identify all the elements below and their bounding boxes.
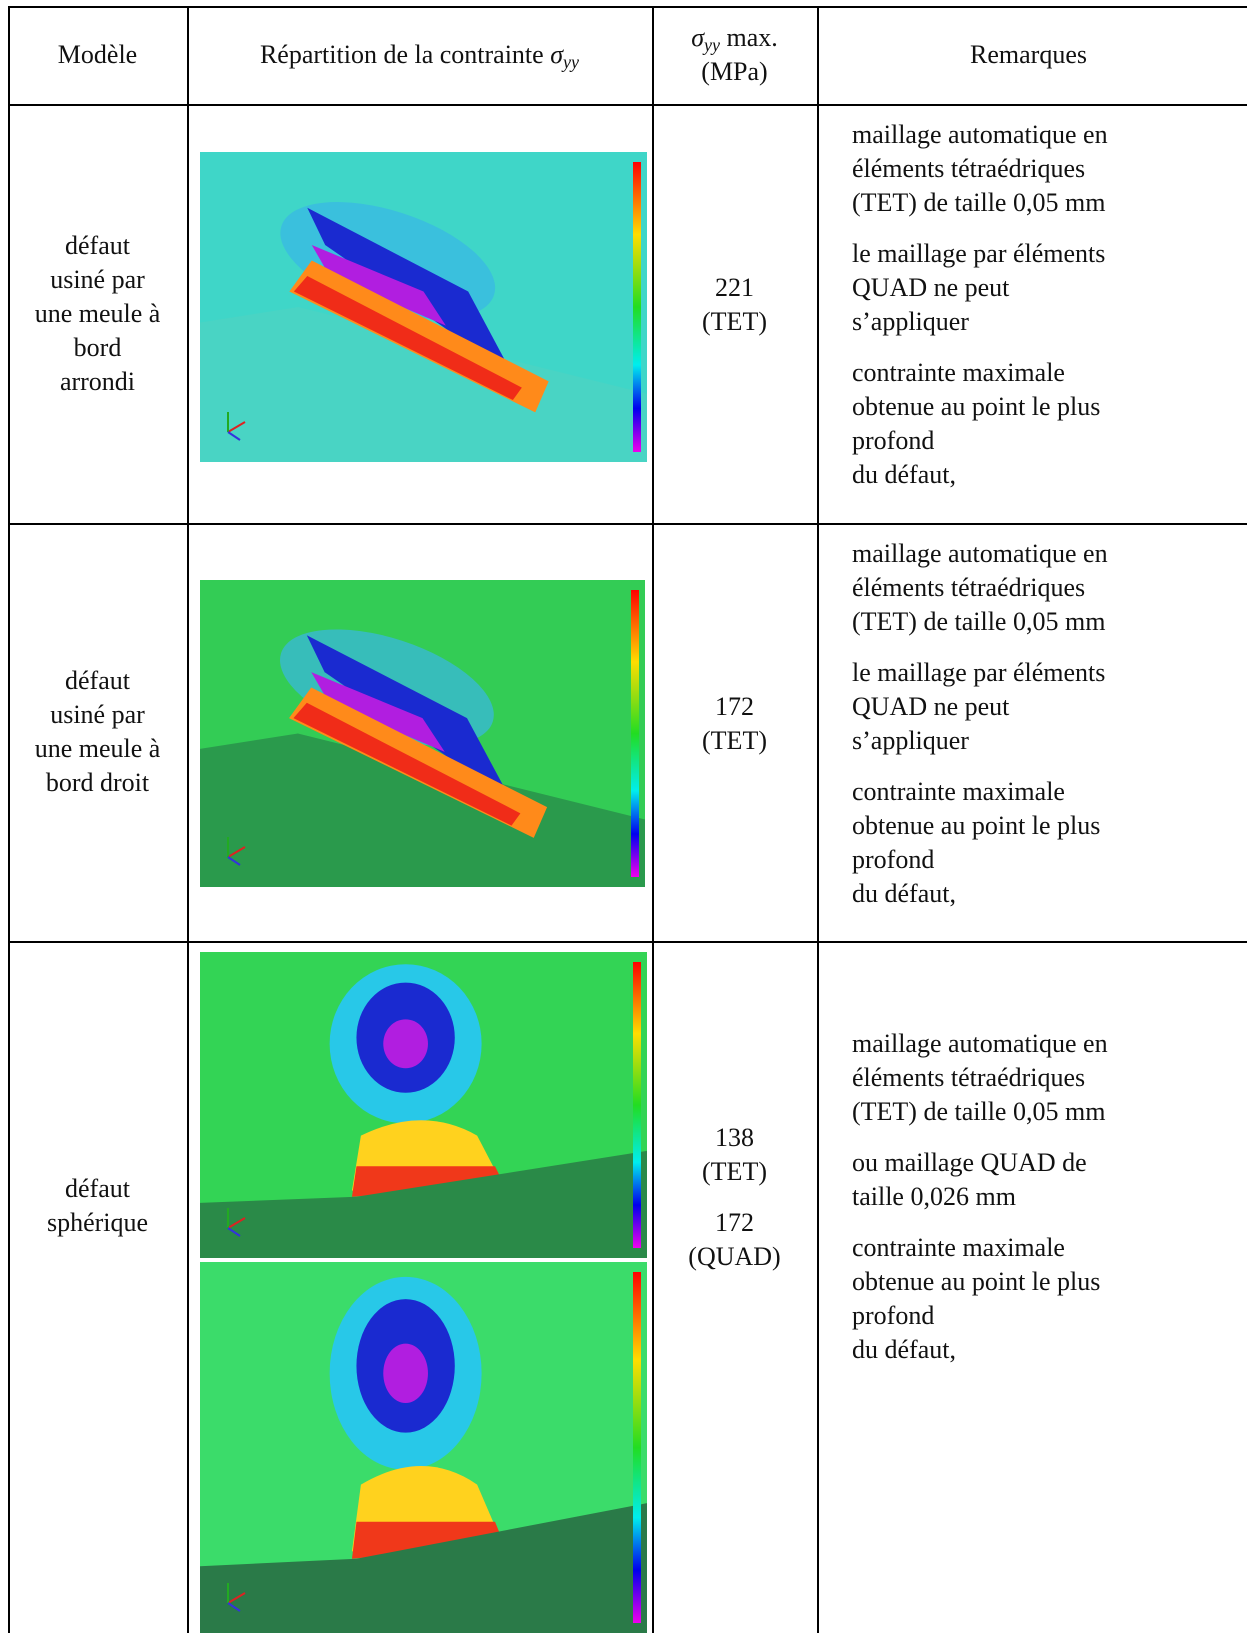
stress-plot [200, 1262, 647, 1633]
remark-paragraph: maillage automatique en éléments tétraédr… [852, 1027, 1240, 1129]
remark-paragraph: contrainte maximale obtenue au point le p… [852, 775, 1240, 911]
remark-line: le maillage par éléments [852, 657, 1106, 687]
remark-line: (TET) de taille 0,05 mm [852, 606, 1106, 636]
model-line: bord [73, 332, 122, 362]
remark-line: contrainte maximale [852, 776, 1065, 806]
value-line: (TET) [702, 1156, 767, 1186]
model-line: usiné par [50, 264, 145, 294]
remark-paragraph: contrainte maximale obtenue au point le p… [852, 356, 1240, 492]
header-cell: Répartition de la contrainte σyy [187, 6, 652, 104]
model-line: bord droit [45, 768, 150, 797]
remark-line: profond [852, 1301, 935, 1330]
remark-line: maillage automatique en [852, 120, 1108, 149]
header-text: σyy max. [691, 21, 778, 55]
model-line: usiné par [50, 700, 145, 729]
remark-line: obtenue au point le plus [852, 810, 1101, 840]
table-border [8, 523, 1247, 525]
model-cell: défaut usiné par une meule à bord arrondi [8, 104, 187, 523]
model-line: arrondi [59, 366, 136, 396]
remark-paragraph: maillage automatique en éléments tétraédr… [852, 118, 1240, 220]
remark-line: maillage automatique en [852, 1029, 1108, 1058]
table-border [187, 6, 189, 1633]
model-line: sphérique [46, 1207, 149, 1237]
remark-line: éléments tétraédriques [852, 1063, 1086, 1092]
table-border [8, 941, 1247, 943]
header-text: Répartition de la contrainte σyy [260, 38, 579, 72]
remark-paragraph: maillage automatique en éléments tétraédr… [852, 537, 1240, 639]
remark-line: s’appliquer [852, 725, 969, 755]
stress-plot [200, 152, 647, 462]
remark-line: éléments tétraédriques [852, 154, 1086, 183]
remark-paragraph: ou maillage QUAD de taille 0,026 mm [852, 1146, 1240, 1214]
remark-paragraph: le maillage par éléments QUAD ne peut s’ap… [852, 656, 1240, 758]
value-line: 172 [714, 1207, 754, 1237]
remark-line: taille 0,026 mm [852, 1182, 1016, 1211]
header-text: Remarques [970, 40, 1087, 69]
remark-line: le maillage par éléments [852, 239, 1106, 268]
remark-line: du défaut, [852, 1335, 956, 1364]
value-group: 172 (TET) [702, 690, 767, 758]
remark-line: QUAD ne peut [852, 691, 1010, 721]
remark-line: s’appliquer [852, 307, 969, 336]
remark-line: profond [852, 844, 935, 874]
header-cell: σyy max. (MPa) [652, 6, 817, 104]
model-line: défaut [65, 666, 130, 695]
remark-line: obtenue au point le plus [852, 1267, 1101, 1296]
value-line: (QUAD) [688, 1241, 781, 1271]
model-line: défaut [65, 1173, 130, 1203]
table-border [8, 6, 1247, 8]
value-line: 138 [715, 1122, 754, 1152]
subscript: yy [563, 52, 580, 72]
value-group: 172 (QUAD) [688, 1206, 780, 1274]
symbol: σ [691, 23, 705, 52]
model-line: défaut [65, 230, 130, 260]
header-part: max. [726, 23, 778, 52]
value-cell: 172 (TET) [652, 523, 817, 941]
value-cell: 221 (TET) [652, 104, 817, 523]
remark-line: (TET) de taille 0,05 mm [852, 1097, 1106, 1126]
model-cell: défaut sphérique [8, 941, 187, 1470]
remark-paragraph: contrainte maximale obtenue au point le p… [852, 1231, 1240, 1367]
model-cell: défaut usiné par une meule à bord droit [8, 523, 187, 941]
table-border [8, 104, 1247, 106]
remark-line: (TET) de taille 0,05 mm [852, 188, 1106, 217]
header-cell: Modèle [8, 6, 187, 104]
stress-plot [200, 952, 647, 1258]
value-line: 172 [715, 691, 754, 721]
remark-line: contrainte maximale [852, 358, 1065, 387]
remark-paragraph: le maillage par éléments QUAD ne peut s’ap… [852, 237, 1240, 339]
value-group: 138 (TET) [702, 1121, 767, 1189]
table-border [8, 6, 10, 1633]
remark-line: obtenue au point le plus [852, 392, 1101, 421]
remarks-cell: maillage automatique en éléments tétraédr… [852, 523, 1240, 941]
header-text: (MPa) [701, 57, 768, 86]
model-line: une meule à [34, 734, 161, 763]
remark-line: maillage automatique en [852, 538, 1108, 568]
table-border [652, 6, 654, 1633]
model-line: une meule à [34, 298, 161, 328]
remark-line: éléments tétraédriques [852, 572, 1086, 602]
header-text: Modèle [57, 40, 138, 69]
remark-line: contrainte maximale [852, 1233, 1065, 1262]
remarks-cell: maillage automatique en éléments tétraédr… [852, 941, 1240, 1470]
subscript: yy [704, 35, 721, 55]
remarks-cell: maillage automatique en éléments tétraédr… [852, 104, 1240, 523]
symbol: σ [550, 40, 564, 69]
remark-line: du défaut, [852, 878, 956, 908]
value-group: 221 (TET) [702, 271, 767, 339]
value-line: (TET) [702, 307, 767, 336]
stress-plot [200, 580, 645, 887]
remark-line: profond [852, 426, 935, 455]
header-part: Répartition de la contrainte [259, 40, 544, 69]
remark-line: QUAD ne peut [852, 273, 1010, 302]
value-line: (TET) [702, 725, 767, 755]
value-line: 221 [715, 273, 754, 302]
value-cell: 138 (TET) 172 (QUAD) [652, 941, 817, 1470]
table-border [817, 6, 819, 1633]
remark-line: ou maillage QUAD de [852, 1148, 1087, 1177]
header-cell: Remarques [817, 6, 1240, 104]
remark-line: du défaut, [852, 460, 956, 489]
